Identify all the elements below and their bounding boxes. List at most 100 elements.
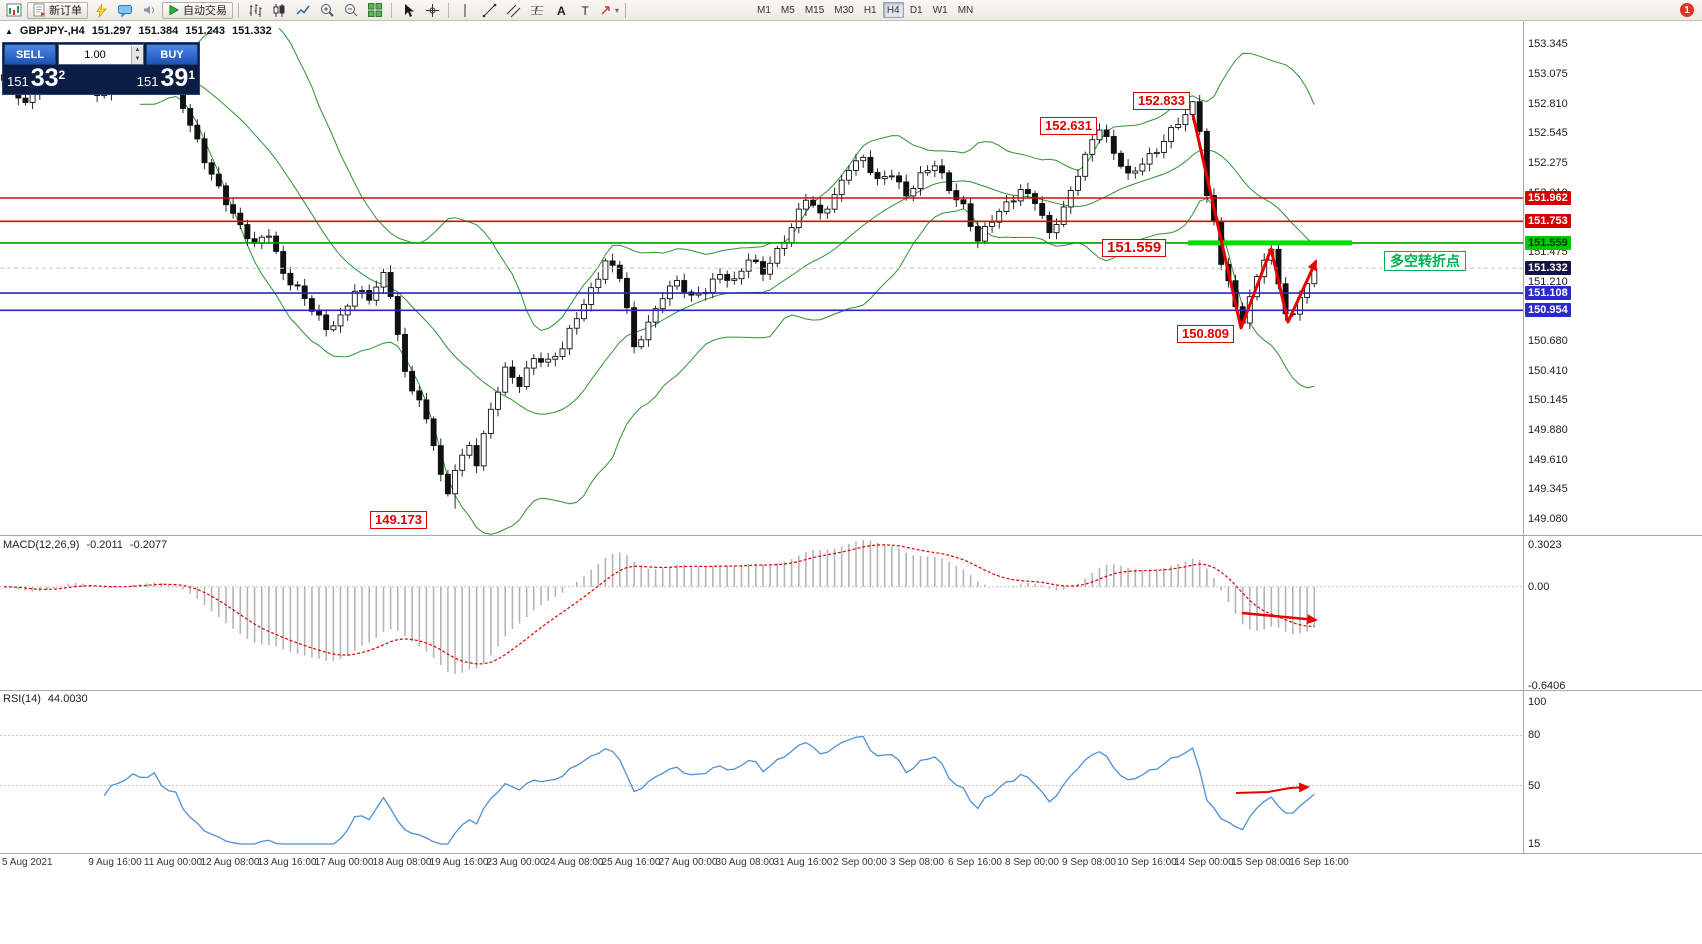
price-tick: 152.010 <box>1528 187 1568 199</box>
notification-badge[interactable]: 1 <box>1680 3 1694 17</box>
time-label: 18 Aug 08:00 <box>372 857 432 868</box>
time-label: 25 Aug 16:00 <box>601 857 661 868</box>
timeframe-w1[interactable]: W1 <box>929 2 952 18</box>
zoom-out-icon[interactable] <box>340 1 362 19</box>
price-level-badge: 150.954 <box>1525 303 1571 317</box>
new-chart-icon[interactable] <box>3 1 25 19</box>
window-marker-icon: ▲ <box>5 26 13 36</box>
autotrade-button[interactable]: 自动交易 <box>162 1 233 19</box>
price-axis-separator <box>1523 21 1524 853</box>
rsi-axis-label: 100 <box>1528 696 1547 708</box>
macd-axis-label: 0.3023 <box>1528 539 1562 551</box>
time-label: 5 Aug 2021 <box>2 857 53 868</box>
price-tick: 152.810 <box>1528 98 1568 110</box>
price-level-badge: 151.962 <box>1525 191 1571 205</box>
time-label: 2 Sep 00:00 <box>833 857 887 868</box>
current-price-badge: 151.332 <box>1525 261 1571 275</box>
timeframe-h1[interactable]: H1 <box>860 2 881 18</box>
macd-axis-label: 0.00 <box>1528 581 1550 593</box>
price-tick: 152.545 <box>1528 127 1568 139</box>
volume-up-button[interactable]: ▲ <box>132 45 143 55</box>
price-tick: 153.345 <box>1528 38 1568 50</box>
price-tick: 151.475 <box>1528 246 1568 258</box>
new-order-button[interactable]: 新订单 <box>27 1 88 19</box>
macd-signal-value: -0.2077 <box>129 539 168 551</box>
new-order-icon <box>33 3 45 17</box>
time-axis: 5 Aug 2021 9 Aug 16:00 11 Aug 00:00 12 Aug … <box>0 857 1702 873</box>
rsi-panel[interactable] <box>0 691 1523 852</box>
price-tick: 150.680 <box>1528 335 1568 347</box>
svg-text:f: f <box>535 6 539 17</box>
zoom-in-icon[interactable] <box>316 1 338 19</box>
price-tick: 149.080 <box>1528 513 1568 525</box>
line-chart-mode-icon[interactable] <box>292 1 314 19</box>
price-tick: 151.740 <box>1528 217 1568 229</box>
chevron-down-icon: ▾ <box>614 5 619 15</box>
rsi-axis-label: 80 <box>1528 729 1541 741</box>
text-label-tool-icon[interactable]: T <box>574 1 596 19</box>
time-label: 31 Aug 16:00 <box>773 857 833 868</box>
arrows-tool-icon[interactable]: ▾ <box>598 1 620 19</box>
timeframe-m30[interactable]: M30 <box>830 2 857 18</box>
time-label: 14 Sep 00:00 <box>1174 857 1234 868</box>
new-order-label: 新订单 <box>49 5 82 17</box>
time-axis-separator <box>0 853 1702 854</box>
timeframe-m15[interactable]: M15 <box>801 2 828 18</box>
time-label: 13 Aug 16:00 <box>257 857 317 868</box>
volume-down-button[interactable]: ▼ <box>132 54 143 64</box>
autotrade-play-icon <box>169 4 180 16</box>
price-tick: 150.410 <box>1528 365 1568 377</box>
vertical-line-tool-icon[interactable] <box>454 1 476 19</box>
chat-icon[interactable] <box>114 1 136 19</box>
price-tick: 151.210 <box>1528 276 1568 288</box>
price-chart[interactable] <box>0 28 1523 535</box>
crosshair-icon[interactable] <box>421 1 443 19</box>
time-label: 10 Sep 16:00 <box>1117 857 1177 868</box>
text-tool-icon[interactable]: A <box>550 1 572 19</box>
panel-separator[interactable] <box>0 690 1702 691</box>
cursor-icon[interactable] <box>397 1 419 19</box>
rsi-axis-label: 50 <box>1528 780 1541 792</box>
candlestick-mode-icon[interactable] <box>268 1 290 19</box>
rsi-label: RSI(14) <box>3 693 41 705</box>
one-click-trading-panel: SELL ▲ ▼ BUY 151 33 2 151 39 1 <box>2 42 200 95</box>
price-tick: 153.075 <box>1528 68 1568 80</box>
svg-text:A: A <box>557 4 566 17</box>
ohlc-high: 151.384 <box>138 25 179 37</box>
sell-price[interactable]: 151 33 2 <box>7 64 66 92</box>
price-tick: 149.610 <box>1528 454 1568 466</box>
experts-lightning-icon[interactable] <box>90 1 112 19</box>
buy-price[interactable]: 151 39 1 <box>136 64 195 92</box>
symbol-ohlc-line: ▲ GBPJPY-,H4 151.297 151.384 151.243 151… <box>5 25 272 37</box>
macd-value: -0.2011 <box>86 539 123 551</box>
trendline-tool-icon[interactable] <box>478 1 500 19</box>
macd-label: MACD(12,26,9) <box>3 539 80 551</box>
time-label: 15 Sep 08:00 <box>1231 857 1291 868</box>
sell-button[interactable]: SELL <box>4 44 56 65</box>
time-label: 9 Sep 08:00 <box>1062 857 1116 868</box>
time-label: 16 Sep 16:00 <box>1289 857 1349 868</box>
macd-panel[interactable] <box>0 537 1523 689</box>
price-tick: 150.945 <box>1528 305 1568 317</box>
news-speaker-icon[interactable] <box>138 1 160 19</box>
bar-chart-mode-icon[interactable] <box>244 1 266 19</box>
macd-header: MACD(12,26,9) -0.2011 -0.2077 <box>3 539 167 551</box>
fibonacci-tool-icon[interactable]: f <box>526 1 548 19</box>
ohlc-low: 151.243 <box>185 25 226 37</box>
volume-input[interactable] <box>59 47 131 62</box>
timeframe-m1[interactable]: M1 <box>753 2 775 18</box>
tile-windows-icon[interactable] <box>364 1 386 19</box>
timeframe-d1[interactable]: D1 <box>906 2 927 18</box>
timeframe-m5[interactable]: M5 <box>777 2 799 18</box>
timeframe-h4[interactable]: H4 <box>882 2 904 18</box>
time-label: 8 Sep 00:00 <box>1005 857 1059 868</box>
time-label: 24 Aug 08:00 <box>544 857 604 868</box>
rsi-axis-label: 15 <box>1528 838 1541 850</box>
panel-separator[interactable] <box>0 535 1702 536</box>
channel-tool-icon[interactable] <box>502 1 524 19</box>
buy-button[interactable]: BUY <box>146 44 198 65</box>
timeframe-mn[interactable]: MN <box>954 2 978 18</box>
time-label: 12 Aug 08:00 <box>200 857 260 868</box>
price-level-badge: 151.559 <box>1525 236 1571 250</box>
price-tick: 152.275 <box>1528 157 1568 169</box>
